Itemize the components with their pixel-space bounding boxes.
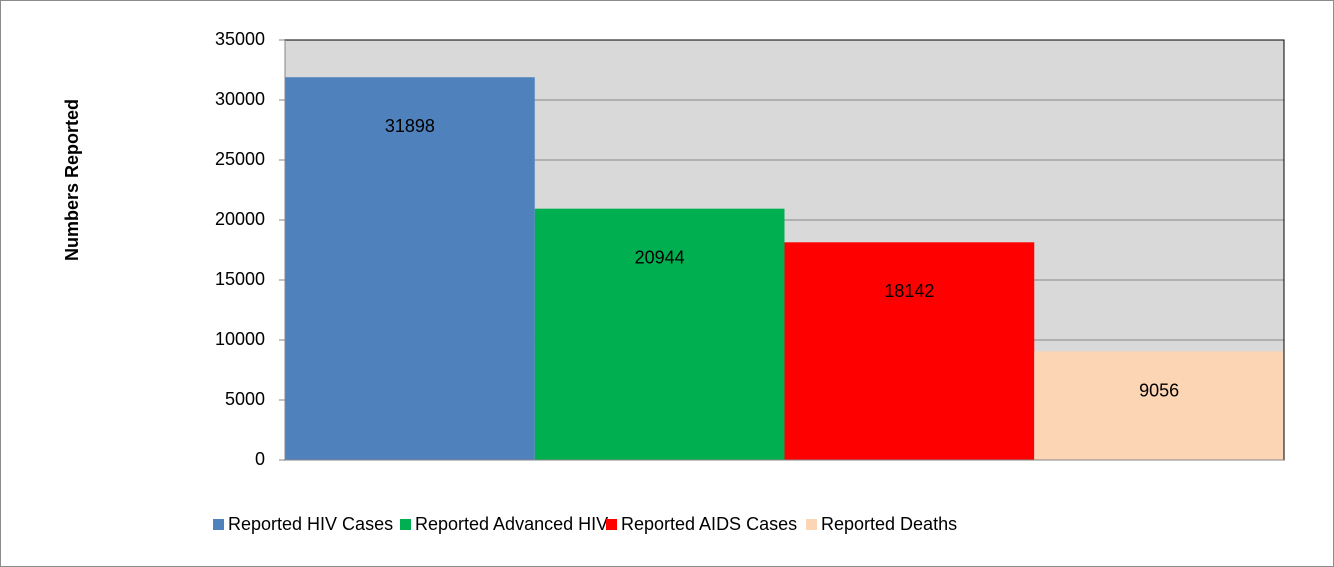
legend-swatch: [213, 519, 224, 530]
bar: [784, 242, 1035, 460]
bar: [1034, 351, 1284, 460]
bar: [534, 208, 785, 460]
y-tick-label: 35000: [215, 29, 265, 49]
data-label: 20944: [635, 247, 685, 267]
bar: [285, 77, 535, 460]
legend-label: Reported Deaths: [821, 514, 957, 534]
legend-swatch: [806, 519, 817, 530]
y-tick-label: 5000: [225, 389, 265, 409]
data-label: 31898: [385, 116, 435, 136]
y-tick-label: 30000: [215, 89, 265, 109]
data-label: 9056: [1139, 380, 1179, 400]
legend-swatch: [606, 519, 617, 530]
data-label: 18142: [884, 281, 934, 301]
y-tick-label: 25000: [215, 149, 265, 169]
y-tick-label: 15000: [215, 269, 265, 289]
legend-swatch: [400, 519, 411, 530]
legend-label: Reported Advanced HIV: [415, 514, 608, 534]
y-axis-label: Numbers Reported: [62, 99, 82, 261]
y-tick-label: 10000: [215, 329, 265, 349]
legend-label: Reported HIV Cases: [228, 514, 393, 534]
y-tick-label: 20000: [215, 209, 265, 229]
legend-label: Reported AIDS Cases: [621, 514, 797, 534]
y-tick-label: 0: [255, 449, 265, 469]
